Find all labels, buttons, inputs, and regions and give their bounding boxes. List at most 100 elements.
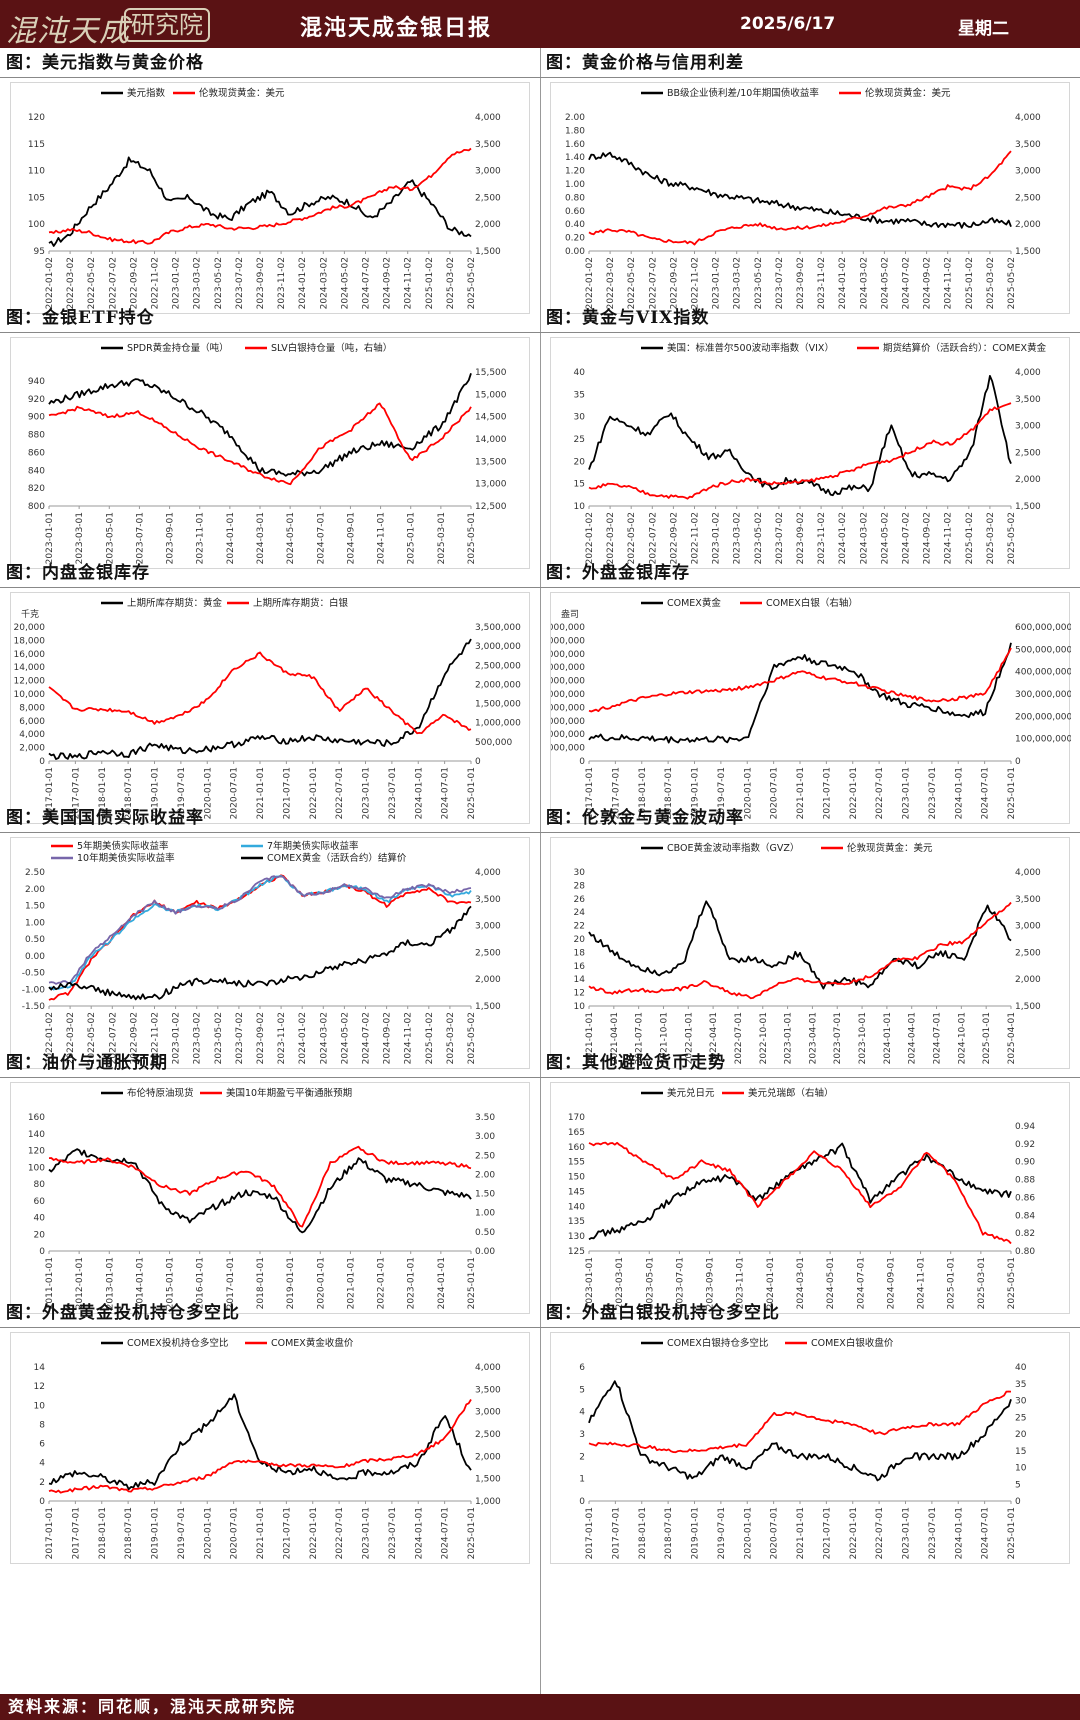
x-tick-label: 2023-03-02 — [193, 1012, 203, 1064]
chart-panel: 图：美元指数与黄金价格 120 115 110 105 100 95 4,000 3,500 3,… — [0, 48, 540, 317]
y-tick-label-left: 0.40 — [565, 220, 585, 230]
x-tick-label: 2023-03-02 — [193, 257, 203, 309]
x-tick-label: 2025-03-02 — [986, 257, 996, 309]
chart-panel: 图：外盘金银库存 50,000,000 45,000,000 40,000,000 35… — [540, 558, 1080, 827]
y-tick-label-left: 20 — [34, 1230, 46, 1240]
x-tick-label: 2023-07-01 — [928, 767, 938, 819]
x-tick-label: 2023-07-01 — [135, 512, 145, 564]
x-tick-label: 2023-05-02 — [754, 512, 764, 564]
y-tick-label-left: 10,000,000 — [551, 730, 585, 740]
series-line — [48, 147, 472, 245]
y-tick-label-left: -1.50 — [22, 1002, 46, 1012]
x-tick-label: 2024-11-02 — [404, 1012, 414, 1064]
y-tick-label-right: 1.00 — [475, 1209, 495, 1219]
y-tick-label-left: 22 — [574, 922, 585, 932]
y-tick-label-right: 1,000 — [475, 1497, 501, 1507]
chart-panel: 图：外盘黄金投机持仓多空比 14 12 10 8 6 4 2 0 4,000 3,500 3,000 2… — [0, 1298, 540, 1567]
y-tick-label-left: 165 — [568, 1128, 585, 1138]
y-tick-label-left: 8,000 — [19, 703, 45, 713]
y-tick-label-left: 14 — [574, 975, 586, 985]
y-tick-label-left: 0 — [579, 757, 585, 767]
y-tick-label-right: 0 — [1015, 1497, 1021, 1507]
y-axis-unit: 千克 — [21, 609, 39, 620]
y-tick-label-left: 15,000,000 — [551, 717, 585, 727]
x-tick-label: 2023-07-01 — [928, 1507, 938, 1559]
y-tick-label-right: 3,000 — [1015, 167, 1041, 177]
y-tick-label-right: 0.90 — [1015, 1158, 1035, 1168]
y-tick-label-right: 500,000,000 — [1015, 645, 1071, 655]
x-tick-label: 2018-01-01 — [638, 1507, 648, 1559]
y-tick-label-left: 2.00 — [25, 885, 45, 895]
series-line — [48, 373, 472, 477]
chart-panel-title: 图：内盘金银库存 — [0, 558, 540, 588]
chart-panel-title: 图：黄金与VIX指数 — [540, 303, 1080, 333]
series-line — [48, 402, 472, 486]
x-tick-label: 2020-01-01 — [203, 767, 213, 819]
x-tick-label: 2018-01-01 — [256, 1257, 266, 1309]
x-tick-label: 2024-01-01 — [437, 1257, 447, 1309]
y-tick-label-right: 1,500,000 — [475, 700, 521, 710]
x-tick-label: 2022-07-02 — [108, 257, 118, 309]
series-line — [588, 151, 1012, 229]
chart-area: 40 35 30 25 20 15 10 4,000 3,500 3,000 2,500 2,000 1… — [550, 337, 1070, 569]
x-tick-label: 2015-01-01 — [166, 1257, 176, 1309]
chart-area: 2.50 2.00 1.50 1.00 0.50 0.00 -0.50 -1.00 -1.50 4… — [10, 837, 530, 1069]
y-tick-label-left: 160 — [28, 1113, 45, 1123]
series-line — [48, 1145, 472, 1228]
chart-panel: 图：黄金价格与信用利差 2.00 1.80 1.60 1.40 1.20 1.00 0.80 0… — [540, 48, 1080, 317]
x-tick-label: 2022-07-01 — [335, 1507, 345, 1559]
y-tick-label-left: 1 — [579, 1475, 585, 1485]
x-tick-label: 2023-09-01 — [166, 512, 176, 564]
x-tick-label: 2024-01-01 — [226, 512, 236, 564]
x-tick-label: 2023-01-01 — [784, 1012, 794, 1064]
chart-area: 30 28 26 24 22 20 18 16 14 12 10 4,000 3,500 3,000 2,5… — [550, 837, 1070, 1069]
y-axis-unit: 盎司 — [561, 608, 579, 620]
chart-area: 50,000,000 45,000,000 40,000,000 35,000,000… — [550, 592, 1071, 824]
x-tick-label: 2022-07-01 — [875, 1507, 885, 1559]
y-tick-label-right: 2,000 — [1015, 475, 1041, 485]
x-tick-label: 2024-03-01 — [256, 512, 266, 564]
y-tick-label-right: 2,000 — [1015, 220, 1041, 230]
x-tick-label: 2023-03-01 — [615, 1257, 625, 1309]
y-tick-label-right: 4,000 — [1015, 868, 1041, 878]
x-tick-label: 2025-01-02 — [965, 512, 975, 564]
x-tick-label: 2024-03-02 — [859, 257, 869, 309]
x-tick-label: 2022-01-02 — [585, 257, 595, 309]
x-tick-label: 2020-07-01 — [770, 767, 780, 819]
x-tick-label: 2021-01-01 — [796, 767, 806, 819]
line-chart: 2.00 1.80 1.60 1.40 1.20 1.00 0.80 0.60 0.40 0.20… — [565, 87, 1041, 309]
x-tick-label: 2023-11-02 — [817, 512, 827, 564]
x-tick-label: 2022-05-02 — [627, 257, 637, 309]
series-line — [588, 642, 1012, 744]
chart-panel: 图：黄金与VIX指数 40 35 30 25 20 15 10 4,000 3,500 3,000 2… — [540, 303, 1080, 572]
y-tick-label-right: 3,000 — [475, 1408, 501, 1418]
x-tick-label: 2024-01-01 — [766, 1257, 776, 1309]
y-tick-label-left: 105 — [28, 193, 45, 203]
x-tick-label: 2023-11-02 — [277, 1012, 287, 1064]
y-tick-label-left: 15 — [574, 480, 585, 490]
line-chart: 50,000,000 45,000,000 40,000,000 35,000,000… — [551, 597, 1071, 819]
y-tick-label-left: 2 — [39, 1478, 45, 1488]
x-tick-label: 2025-03-01 — [437, 512, 447, 564]
x-tick-label: 2021-01-01 — [256, 767, 266, 819]
legend-label: COMEX白银（右轴） — [766, 597, 858, 609]
x-tick-label: 2025-03-02 — [986, 512, 996, 564]
x-tick-label: 2022-01-02 — [45, 1012, 55, 1064]
x-tick-label: 2022-11-02 — [691, 512, 701, 564]
x-tick-label: 2024-03-02 — [319, 1012, 329, 1064]
y-tick-label-right: 1,000,000 — [475, 719, 521, 729]
x-tick-label: 2021-01-01 — [796, 1507, 806, 1559]
y-tick-label-right: 15 — [1015, 1447, 1026, 1457]
x-tick-label: 2025-01-02 — [965, 257, 975, 309]
x-tick-label: 2022-09-02 — [669, 512, 679, 564]
x-tick-label: 2023-11-01 — [736, 1257, 746, 1309]
x-tick-label: 2020-01-01 — [203, 1507, 213, 1559]
y-tick-label-right: 3,500 — [1015, 140, 1041, 150]
y-tick-label-right: 14,500 — [475, 413, 507, 423]
chart-area: 160 140 120 100 80 60 40 20 0 3.50 3.00 2.50 2.00 1.5… — [10, 1082, 530, 1314]
x-tick-label: 2024-07-01 — [981, 1507, 991, 1559]
y-tick-label-left: 8 — [39, 1420, 45, 1430]
y-tick-label-left: 6 — [579, 1363, 585, 1373]
y-tick-label-right: 2,000 — [475, 1452, 501, 1462]
